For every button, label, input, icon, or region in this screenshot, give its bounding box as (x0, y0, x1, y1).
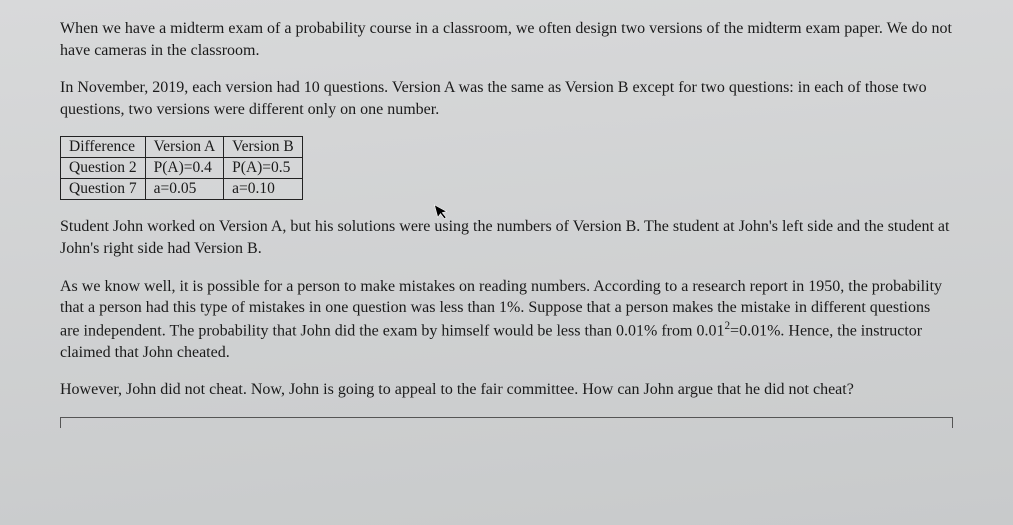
table-row: Question 2 P(A)=0.4 P(A)=0.5 (61, 158, 303, 179)
table-cell: a=0.10 (224, 179, 303, 200)
exam-question-page: When we have a midterm exam of a probabi… (0, 0, 1013, 525)
table-row: Question 7 a=0.05 a=0.10 (61, 179, 303, 200)
paragraph-john: Student John worked on Version A, but hi… (60, 216, 953, 259)
paragraph-appeal: However, John did not cheat. Now, John i… (60, 379, 953, 401)
paragraph-intro: When we have a midterm exam of a probabi… (60, 18, 953, 61)
table-cell: Version B (224, 137, 303, 158)
table-cell: Question 2 (61, 158, 146, 179)
table-cell: P(A)=0.4 (145, 158, 224, 179)
table-cell: Difference (61, 137, 146, 158)
table-cell: Question 7 (61, 179, 146, 200)
table-cell: P(A)=0.5 (224, 158, 303, 179)
table-cell: Version A (145, 137, 224, 158)
paragraph-probability: As we know well, it is possible for a pe… (60, 276, 953, 364)
table-cell: a=0.05 (145, 179, 224, 200)
paragraph-version-desc: In November, 2019, each version had 10 q… (60, 77, 953, 120)
difference-table: Difference Version A Version B Question … (60, 136, 303, 200)
table-row: Difference Version A Version B (61, 137, 303, 158)
answer-input-box[interactable] (60, 417, 953, 428)
